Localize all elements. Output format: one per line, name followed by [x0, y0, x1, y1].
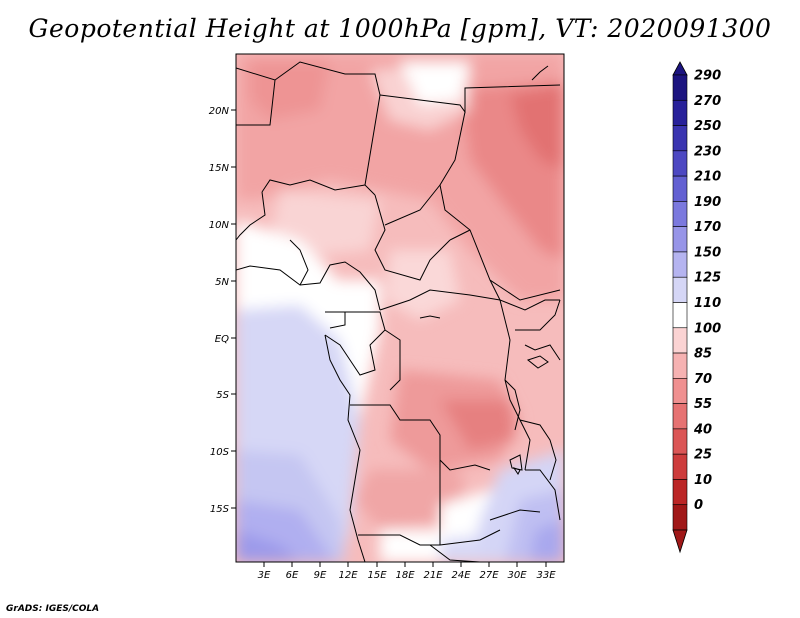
lon-label: 3E: [258, 570, 271, 581]
colorbar-label: 10: [694, 473, 712, 488]
lat-label: EQ: [215, 334, 229, 345]
lat-label: 20N: [209, 106, 230, 117]
colorbar-label: 290: [694, 69, 721, 84]
colorbar-arrow-top: [672, 61, 688, 76]
lon-label: 15E: [367, 570, 387, 581]
colorbar-swatch: [672, 327, 688, 354]
lon-label: 24E: [451, 570, 471, 581]
colorbar-label: 190: [694, 195, 721, 210]
lon-label: 18E: [395, 570, 415, 581]
lat-label: 10N: [209, 220, 230, 231]
colorbar-label: 0: [694, 498, 703, 513]
colorbar: 2902702502302101901701501251101008570554…: [672, 61, 721, 554]
map-title: Geopotential Height at 1000hPa [gpm], VT…: [28, 14, 772, 43]
colorbar-swatch: [672, 453, 688, 480]
colorbar-label: 250: [694, 119, 721, 134]
colorbar-swatch: [672, 403, 688, 430]
colorbar-swatch: [672, 276, 688, 303]
colorbar-label: 170: [694, 220, 721, 235]
colorbar-label: 210: [694, 170, 721, 185]
colorbar-swatch: [672, 504, 688, 531]
lon-label: 12E: [338, 570, 358, 581]
colorbar-label: 40: [693, 422, 712, 437]
colorbar-label: 25: [694, 448, 712, 463]
lon-label: 21E: [423, 570, 443, 581]
colorbar-swatch: [672, 201, 688, 227]
colorbar-swatch: [672, 125, 688, 152]
colorbar-swatch: [672, 226, 688, 253]
lat-label: 10S: [210, 447, 230, 458]
colorbar-swatch: [672, 74, 688, 101]
lon-label: 30E: [507, 570, 527, 581]
colorbar-label: 70: [694, 372, 712, 387]
colorbar-label: 150: [694, 245, 721, 260]
colorbar-label: 125: [694, 271, 721, 286]
colorbar-label: 55: [694, 397, 712, 412]
lon-label: 6E: [286, 570, 299, 581]
colorbar-label: 230: [694, 144, 721, 159]
colorbar-swatch: [672, 352, 688, 379]
colorbar-arrow-bottom: [672, 529, 688, 554]
colorbar-swatch: [672, 99, 688, 126]
lat-label: 15S: [210, 504, 230, 515]
colorbar-swatch: [672, 175, 688, 202]
colorbar-swatch: [672, 150, 688, 177]
lat-label: 5N: [215, 277, 229, 288]
lat-axis: 20N 15N 10N 5N EQ 5S 10S 15S: [209, 106, 236, 515]
lat-label: 5S: [216, 390, 229, 401]
colorbar-label: 100: [694, 321, 721, 336]
lon-label: 33E: [536, 570, 556, 581]
grads-credit: GrADS: IGES/COLA: [6, 604, 100, 614]
colorbar-label: 85: [694, 347, 712, 362]
lon-label: 9E: [314, 570, 327, 581]
colorbar-swatch: [672, 378, 688, 404]
map-frame: [235, 53, 565, 563]
colorbar-swatch: [672, 479, 688, 506]
colorbar-swatch: [672, 428, 688, 455]
colorbar-label: 270: [694, 94, 721, 109]
colorbar-label: 110: [694, 296, 721, 311]
lon-axis: 3E 6E 9E 12E 15E 18E 21E 24E 27E 30E 33E: [258, 562, 556, 581]
colorbar-swatch: [672, 302, 688, 329]
boundaries: [236, 61, 561, 562]
lat-label: 15N: [209, 163, 230, 174]
colorbar-swatch: [672, 251, 688, 278]
lon-label: 27E: [479, 570, 499, 581]
height-field: [236, 54, 564, 562]
